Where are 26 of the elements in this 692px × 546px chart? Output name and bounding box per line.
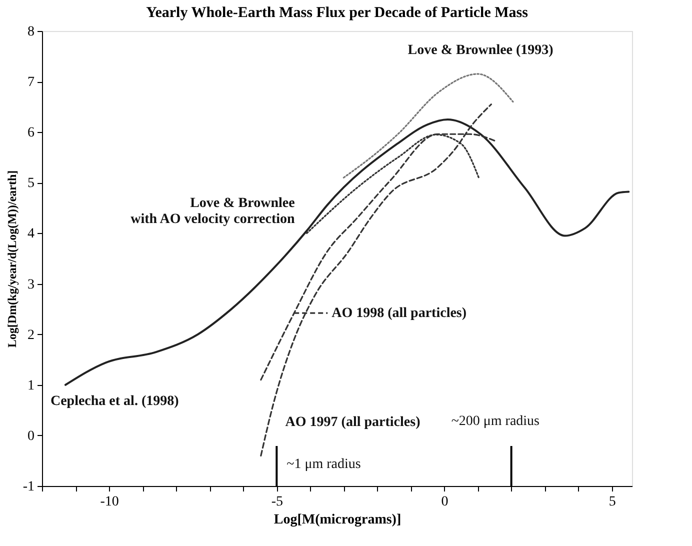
- y-tick-label: 7: [28, 75, 34, 90]
- ref-line-label: ~200 μm radius: [451, 414, 540, 429]
- series-label: AO 1997 (all particles): [285, 415, 421, 430]
- y-tick-label: 6: [28, 126, 34, 141]
- legend-label: AO 1998 (all particles): [332, 306, 467, 322]
- x-tick-label: 0: [441, 494, 448, 510]
- y-tick-label: 3: [28, 277, 34, 292]
- y-axis-title: Log[Dm(kg/year/d(Log(M))/earth]: [4, 170, 19, 348]
- y-tick-label: 5: [28, 176, 34, 192]
- x-tick-label: 5: [608, 494, 616, 510]
- y-tick-label: 8: [28, 24, 34, 40]
- chart-title: Yearly Whole-Earth Mass Flux per Decade of Particle Mass: [146, 5, 528, 21]
- line-series: [342, 73, 514, 178]
- y-tick-label: 1: [28, 378, 34, 394]
- series-label: Love & Brownlee (1993): [408, 42, 554, 58]
- x-tick-label: -10: [100, 494, 119, 510]
- y-tick-label: -1: [22, 480, 34, 494]
- y-tick-label: 4: [28, 226, 34, 242]
- y-tick-label: 0: [28, 428, 34, 444]
- series-label: Ceplecha et al. (1998): [50, 394, 180, 409]
- x-tick-label: -5: [271, 494, 283, 510]
- x-axis-title: Log[M(micrograms)]: [274, 512, 402, 528]
- y-tick-label: 2: [28, 328, 34, 343]
- series-label: Love & Brownlee with AO velocity correction: [130, 196, 296, 228]
- line-series: [64, 118, 630, 386]
- ref-line-label: ~1 μm radius: [286, 457, 361, 472]
